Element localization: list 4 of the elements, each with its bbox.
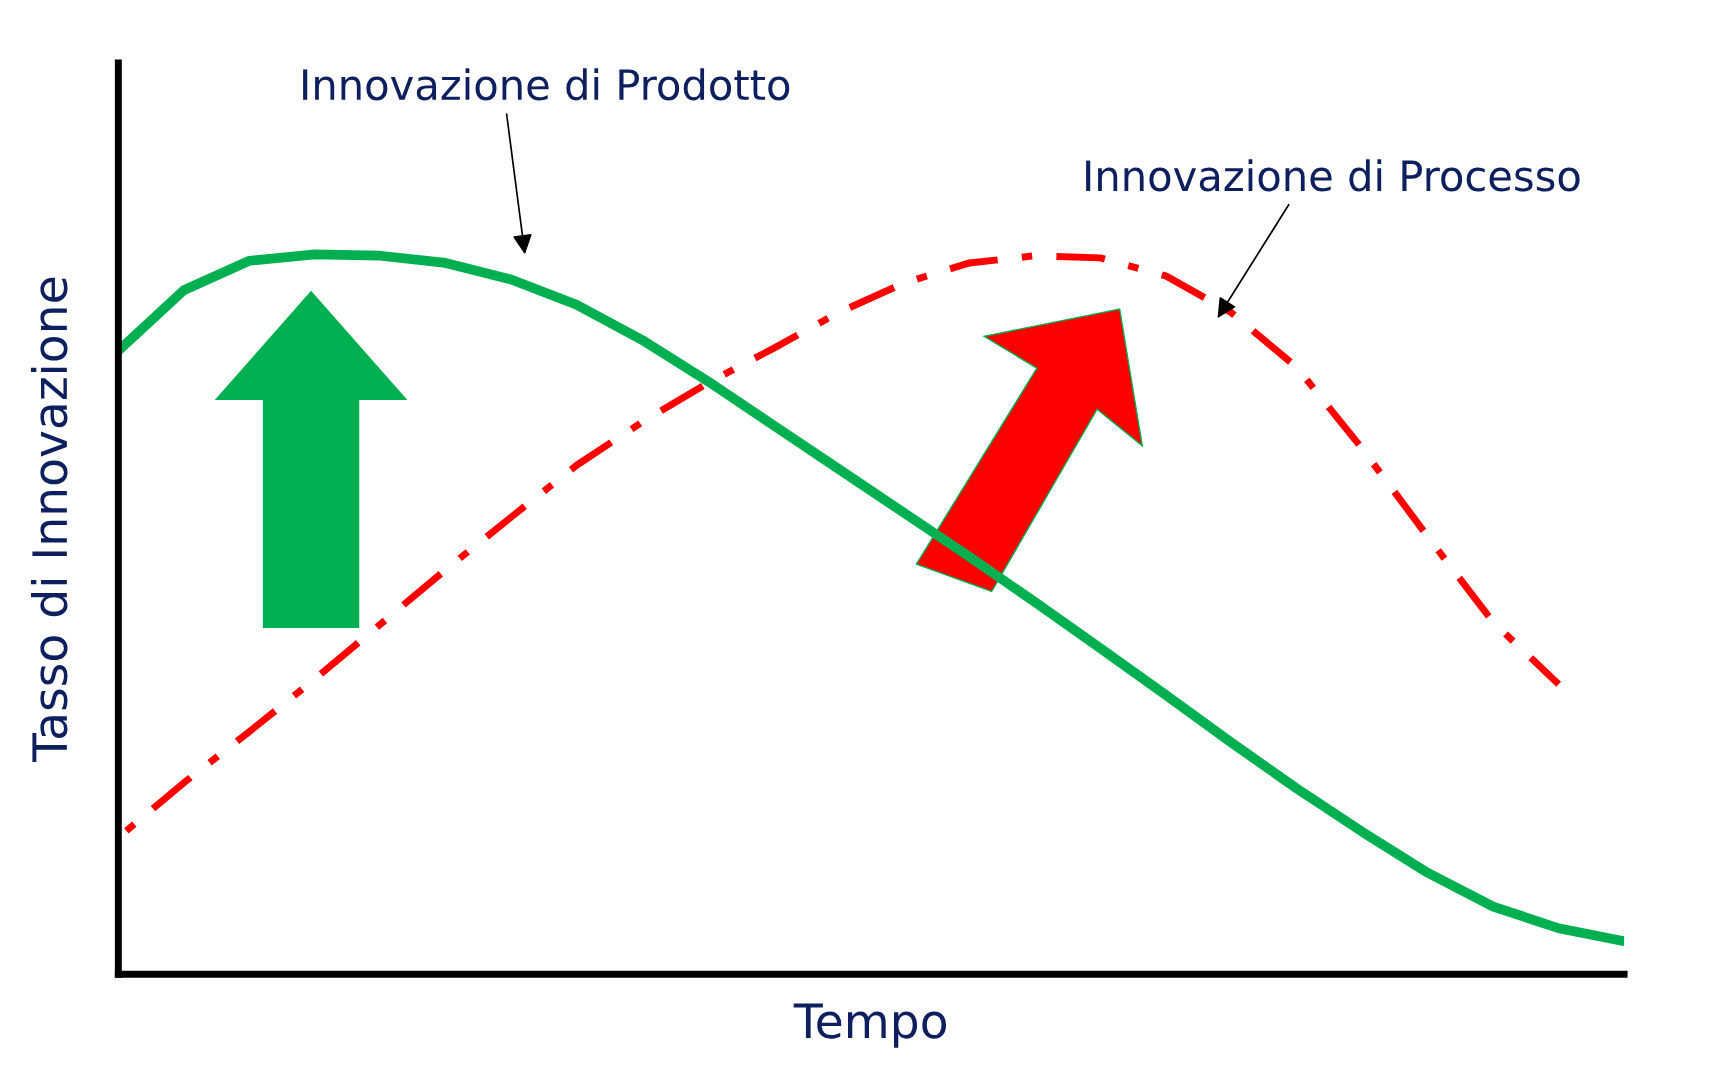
series-label: Innovazione di Processo	[1086, 159, 1580, 192]
x-axis-title: Tempo	[793, 1003, 947, 1048]
text: Innovazione di Prodotto	[303, 68, 790, 101]
y-axis-title: Tasso di Innovazione	[30, 277, 68, 763]
